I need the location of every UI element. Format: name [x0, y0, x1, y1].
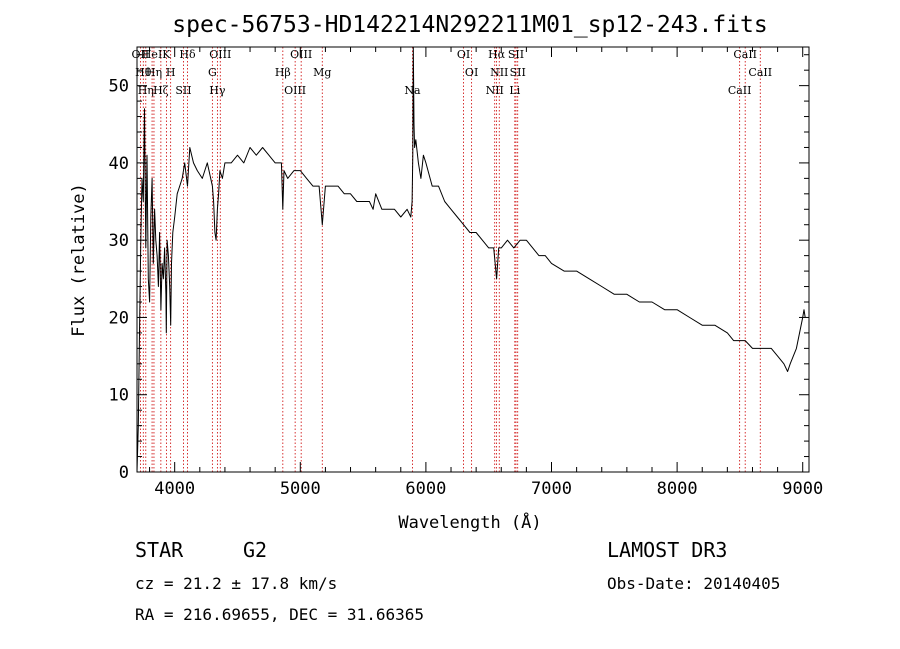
line-marker-label: OI [465, 66, 478, 79]
survey-name: LAMOST DR3 [607, 538, 727, 562]
x-tick-label: 6000 [405, 479, 446, 499]
y-axis-label: Flux (relative) [69, 183, 89, 337]
x-tick-label: 4000 [154, 479, 195, 499]
x-tick-label: 7000 [531, 479, 572, 499]
y-tick-label: 0 [119, 463, 129, 483]
line-marker-label: Hζ [153, 84, 169, 97]
line-marker-label: OIII [209, 48, 231, 61]
line-marker-label: SII [508, 48, 524, 61]
line-marker-label: Hθ [135, 66, 152, 79]
x-tick-label: 8000 [657, 479, 698, 499]
line-marker-label: OI [457, 48, 470, 61]
line-marker-label: Hγ [209, 84, 226, 97]
line-marker-label: Mg [313, 66, 331, 79]
spectral-line-labels: OIIHθHηHeIHηHζKHSIIHδGHγOIIIHβOIIIOIIIMg… [132, 48, 773, 97]
observation-date: Obs-Date: 20140405 [607, 574, 780, 593]
object-subclass: G2 [243, 538, 267, 562]
line-marker-label: G [208, 66, 217, 79]
x-tick-label: 5000 [280, 479, 321, 499]
line-marker-label: SII [175, 84, 191, 97]
y-tick-label: 10 [109, 386, 129, 406]
y-tick-label: 20 [109, 308, 129, 328]
x-axis-label: Wavelength (Å) [398, 511, 541, 533]
line-marker-label: Hα [488, 48, 506, 61]
axis-ticks: 4000 5000 6000 7000 8000 9000 0 10 20 30 40 50 [109, 47, 823, 499]
object-class: STAR [135, 538, 184, 562]
line-marker-label: Hη [146, 66, 162, 79]
x-tick-label: 9000 [782, 479, 823, 499]
y-tick-label: 30 [109, 231, 129, 251]
line-marker-label: H [166, 66, 176, 79]
line-marker-label: NII [490, 66, 508, 79]
y-tick-label: 50 [109, 77, 129, 97]
line-marker-label: Hβ [275, 66, 291, 79]
y-tick-label: 40 [109, 154, 129, 174]
line-marker-label: SII [510, 66, 526, 79]
line-marker-label: CaII [748, 66, 772, 79]
line-marker-label: K [162, 48, 171, 61]
line-marker-label: NII [486, 84, 504, 97]
line-marker-label: OIII [284, 84, 306, 97]
chart-title: spec-56753-HD142214N292211M01_sp12-243.f… [172, 12, 767, 38]
redshift-info: cz = 21.2 ± 17.8 km/s [135, 574, 337, 593]
line-marker-label: OIII [290, 48, 312, 61]
coordinates: RA = 216.69655, DEC = 31.66365 [135, 605, 424, 624]
line-marker-label: Li [509, 84, 520, 97]
line-marker-label: HeI [142, 48, 162, 61]
line-marker-label: CaII [733, 48, 757, 61]
plot-frame [136, 46, 810, 473]
line-marker-label: Hδ [179, 48, 196, 61]
flux-line [136, 46, 806, 473]
spectral-line-markers [139, 47, 761, 472]
line-marker-label: Hη [138, 84, 154, 97]
flux-series [136, 46, 806, 473]
line-marker-label: CaII [728, 84, 752, 97]
